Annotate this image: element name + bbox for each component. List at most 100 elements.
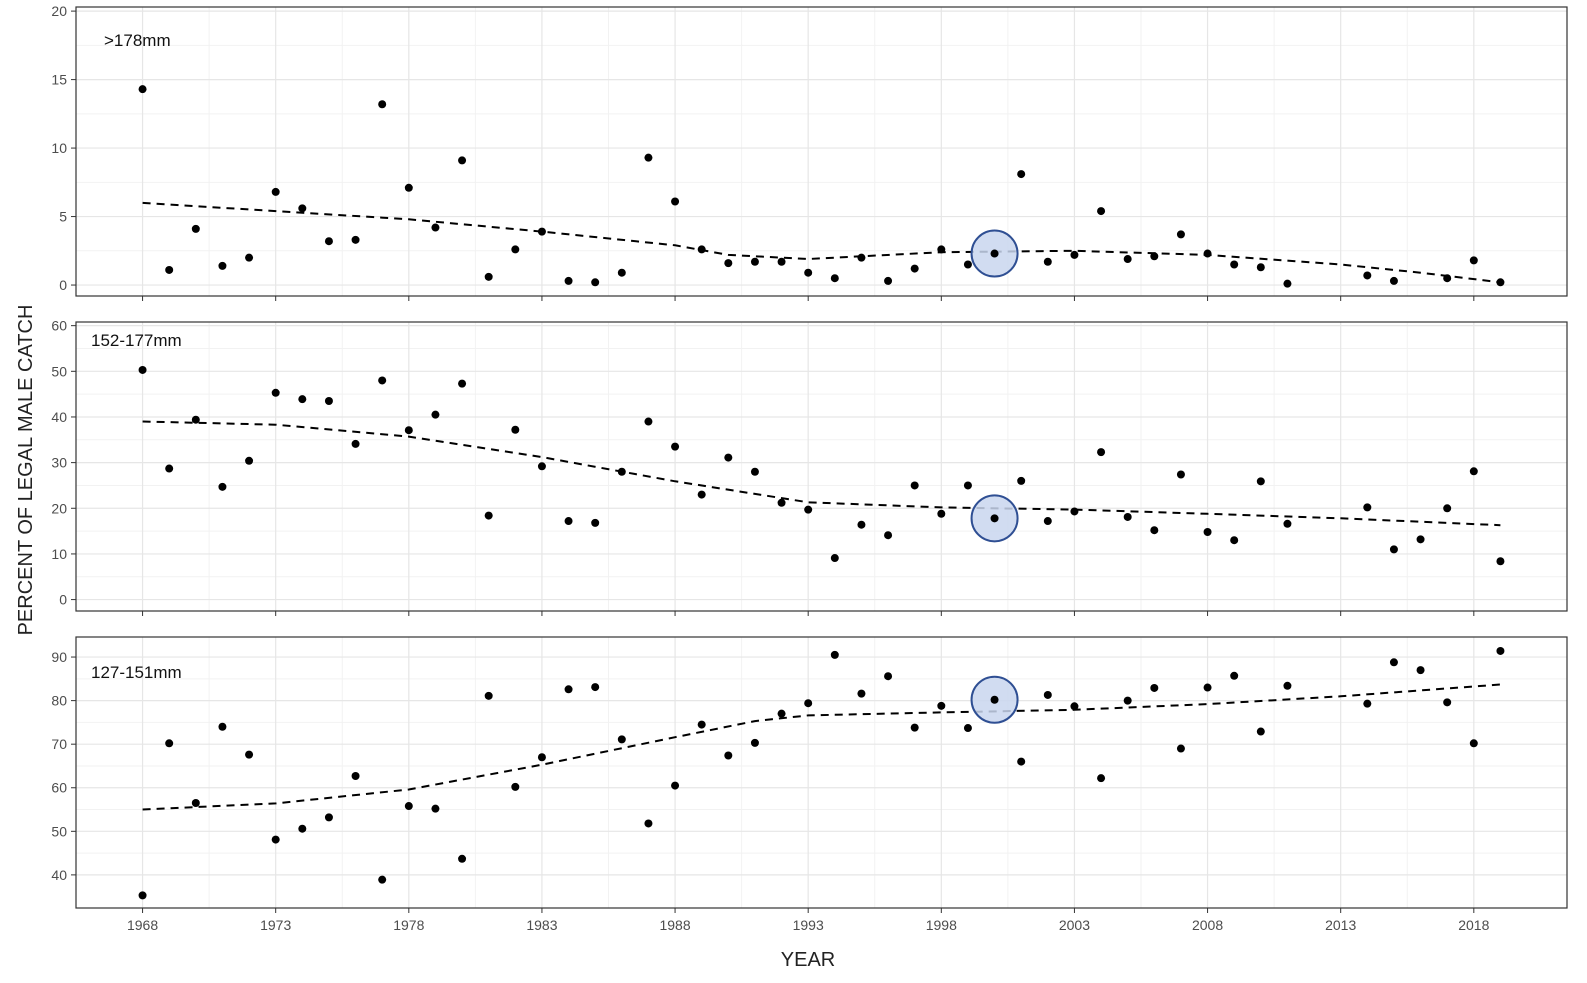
data-point [404,802,413,811]
data-point [1496,646,1505,655]
x-tick-label: 1993 [793,917,824,933]
data-point [378,100,387,109]
trend-line [142,683,1501,811]
data-point [191,224,200,233]
data-point [1469,256,1478,265]
y-tick-label: 20 [51,500,67,516]
data-point [324,237,333,246]
x-tick-label: 1968 [127,917,158,933]
data-point [937,509,946,518]
data-point [1256,727,1265,736]
data-point [191,798,200,807]
x-tick-label: 1978 [393,917,424,933]
data-point [910,723,919,732]
x-tick-label: 1998 [926,917,957,933]
data-point [910,264,919,273]
data-point [830,554,839,563]
x-axis-label: YEAR [781,949,835,971]
data-point [591,683,600,692]
data-point [1150,252,1159,261]
data-point [351,771,360,780]
data-point [1443,274,1452,283]
data-point [1230,536,1239,545]
data-point [804,268,813,277]
data-point [1230,260,1239,269]
panel-background [76,322,1567,611]
facet-panels: 0 5 10 15 20 >178mm 0 10 20 30 40 50 60 152-177mm 40 50… [51,3,1568,933]
data-point [138,85,147,94]
data-point [1123,696,1132,705]
data-point [564,517,573,526]
data-point [884,276,893,285]
data-point [697,720,706,729]
data-point [218,482,227,491]
data-point [511,425,520,434]
y-tick-label: 10 [51,546,67,562]
y-tick-label: 60 [51,780,67,796]
data-point [218,722,227,731]
data-point [378,376,387,385]
data-point [1389,276,1398,285]
data-point [537,753,546,762]
panel-label: 152-177mm [91,331,182,350]
data-point [830,274,839,283]
data-point [857,689,866,698]
y-tick-label: 50 [51,823,67,839]
data-point [990,249,999,258]
data-point [777,257,786,266]
data-point [537,227,546,236]
data-point [1283,519,1292,528]
data-point [1496,557,1505,566]
data-point [191,415,200,424]
data-point [857,520,866,529]
data-point [1203,528,1212,537]
data-point [1256,477,1265,486]
y-tick-label: 70 [51,736,67,752]
data-point [750,257,759,266]
data-point [1097,448,1106,457]
data-point [963,260,972,269]
data-point [644,417,653,426]
panel-border [75,6,1568,297]
x-tick-label: 1973 [260,917,291,933]
data-point [1203,683,1212,692]
data-point [431,223,440,232]
data-point [218,261,227,270]
data-point [138,891,147,900]
data-point [990,695,999,704]
panel-1: 0 5 10 15 20 >178mm [51,3,1568,301]
data-point [750,467,759,476]
data-point [245,253,254,262]
data-point [1097,207,1106,216]
data-point [1150,526,1159,535]
data-point [1203,249,1212,258]
y-tick-label: 0 [59,277,67,293]
panel-background [76,637,1567,908]
x-tick-label: 1988 [659,917,690,933]
data-point [1443,504,1452,513]
data-point [671,442,680,451]
y-tick-label: 80 [51,693,67,709]
data-point [138,365,147,374]
data-point [484,511,493,520]
x-tick-label: 2013 [1325,917,1356,933]
y-tick-label: 40 [51,867,67,883]
data-point [431,410,440,419]
data-point [431,804,440,813]
data-point [511,782,520,791]
data-point [617,467,626,476]
panel-label: 127-151mm [91,663,182,682]
y-tick-label: 20 [51,3,67,19]
data-point [830,650,839,659]
data-point [1469,739,1478,748]
data-point [324,813,333,822]
data-point [1150,683,1159,692]
data-point [1389,545,1398,554]
y-tick-label: 5 [59,209,67,225]
y-axis-label: PERCENT OF LEGAL MALE CATCH [15,305,37,636]
x-tick-label: 2018 [1458,917,1489,933]
data-point [404,183,413,192]
data-point [1363,503,1372,512]
data-point [1017,476,1026,485]
data-point [458,854,467,863]
